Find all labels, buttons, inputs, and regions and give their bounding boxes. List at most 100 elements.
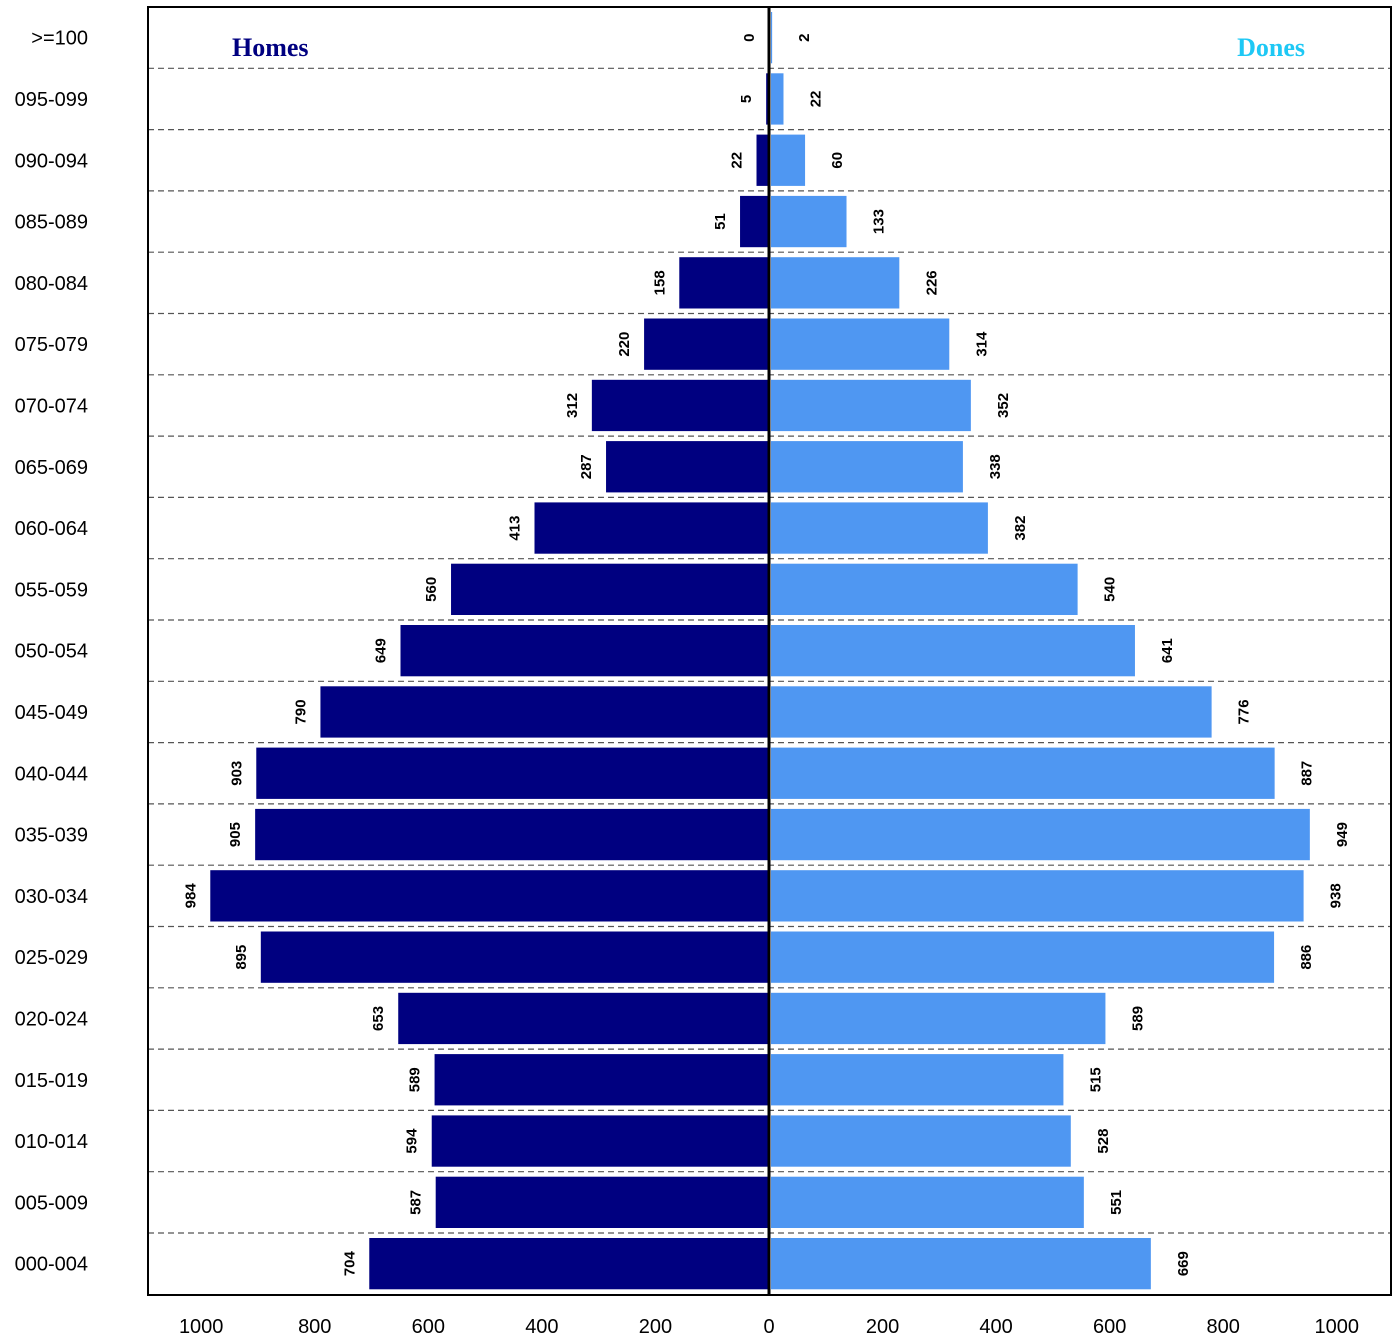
value-label-dones: 887 [1299,761,1316,786]
value-label-dones: 2 [796,33,813,41]
category-label: 065-069 [15,457,88,479]
bar-dones [771,379,971,432]
category-label: 030-034 [15,886,88,908]
bar-dones [771,318,950,370]
bar-dones [771,686,1212,738]
value-label-dones: 938 [1328,883,1345,908]
category-label: 085-089 [15,212,88,234]
value-label-homes: 790 [292,699,309,724]
bar-homes [431,1115,769,1167]
category-label: 060-064 [15,518,88,540]
value-label-homes: 312 [564,393,581,418]
bar-dones [771,1238,1151,1290]
value-label-dones: 515 [1087,1067,1104,1092]
value-label-dones: 338 [987,454,1004,479]
category-label: 070-074 [15,395,88,417]
category-label: 090-094 [15,150,88,172]
category-label: 020-024 [15,1008,88,1030]
bar-homes [740,195,769,248]
value-label-homes: 413 [506,516,523,541]
bar-dones [771,12,773,64]
category-label: 075-079 [15,334,88,356]
value-label-homes: 905 [227,822,244,847]
category-label: 005-009 [15,1192,88,1214]
value-label-homes: 22 [729,152,746,169]
x-tick-label: 200 [866,1316,899,1338]
value-label-homes: 220 [616,332,633,357]
bar-dones [771,931,1275,983]
bar-dones [771,134,806,186]
value-label-homes: 158 [651,270,668,295]
series-title-homes: Homes [232,33,309,62]
bar-dones [771,625,1135,677]
x-tick-labels: 200 200 400 400 600 600 800 800 1000 1000 0 [179,1316,1359,1338]
value-labels: 0 2 5 22 22 60 51 133 158 226 220 314 312 352 287 338 41… [182,33,1351,1276]
value-label-dones: 60 [829,152,846,169]
bar-dones [771,808,1310,861]
value-label-homes: 704 [341,1250,358,1276]
bar-dones [771,992,1106,1045]
value-label-dones: 669 [1175,1251,1192,1276]
bar-homes [606,441,769,493]
value-label-dones: 528 [1095,1129,1112,1154]
value-label-homes: 653 [370,1006,387,1031]
x-tick-label-zero: 0 [763,1316,774,1338]
bar-homes [435,1176,769,1228]
value-label-homes: 895 [233,945,250,970]
category-label: 015-019 [15,1070,88,1092]
x-tick-label: 600 [1093,1316,1126,1338]
bar-homes [256,747,769,799]
bar-homes [591,379,769,432]
value-label-homes: 5 [738,95,755,103]
value-label-homes: 560 [423,577,440,602]
x-tick-label: 600 [412,1316,445,1338]
bar-homes [369,1238,769,1290]
value-label-dones: 226 [923,270,940,295]
category-label: 095-099 [15,89,88,111]
value-label-dones: 551 [1108,1190,1125,1215]
value-label-homes: 587 [408,1190,425,1215]
bar-dones [771,1176,1084,1228]
x-tick-label: 400 [525,1316,558,1338]
category-label: 045-049 [15,702,88,724]
bar-homes [434,1054,769,1106]
value-label-homes: 649 [372,638,389,663]
category-label: 000-004 [15,1254,88,1276]
bar-homes [644,318,769,370]
bar-homes [210,870,770,922]
bar-dones [771,1054,1064,1106]
value-label-dones: 352 [995,393,1012,418]
value-label-dones: 886 [1298,945,1315,970]
value-label-dones: 22 [807,91,824,108]
bar-dones [771,870,1304,922]
bar-homes [260,931,769,983]
value-label-dones: 133 [871,209,888,234]
x-tick-label: 400 [979,1316,1012,1338]
value-label-dones: 949 [1334,822,1351,847]
category-label: 010-014 [15,1131,88,1153]
bar-homes [255,808,770,861]
category-label: 035-039 [15,825,88,847]
bar-homes [679,257,769,309]
x-tick-label: 800 [1207,1316,1240,1338]
bar-dones [771,441,963,493]
category-label: 025-029 [15,947,88,969]
bar-homes [534,502,769,554]
value-label-dones: 776 [1236,699,1253,724]
bar-dones [771,563,1078,615]
bar-homes [320,686,769,738]
category-labels: >=100 095-099 090-094 085-089 080-084 075-079… [15,28,88,1276]
bar-dones [771,257,900,309]
value-label-homes: 903 [228,761,245,786]
bar-dones [771,747,1275,799]
value-label-homes: 51 [712,213,729,230]
x-tick-label: 1000 [1315,1316,1360,1338]
value-label-homes: 0 [741,33,758,41]
value-label-dones: 641 [1159,638,1176,663]
category-label: 050-054 [15,641,88,663]
bar-dones [771,73,784,125]
x-tick-label: 200 [639,1316,672,1338]
bar-homes [400,625,769,677]
series-title-dones: Dones [1237,33,1305,62]
